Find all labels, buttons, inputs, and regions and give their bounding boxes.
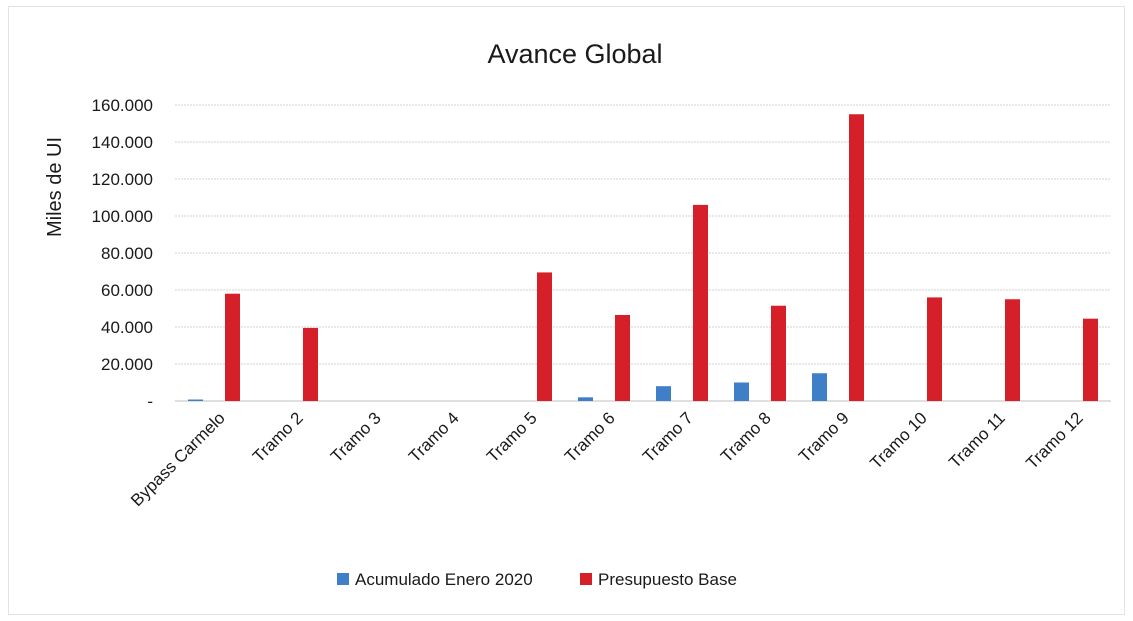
bar-presupuesto — [1005, 299, 1020, 401]
bar-acumulado — [578, 397, 593, 401]
bar-acumulado — [188, 399, 203, 401]
bar-acumulado — [734, 382, 749, 401]
y-tick-label: - — [147, 392, 153, 411]
bar-presupuesto — [927, 297, 942, 401]
bar-presupuesto — [771, 305, 786, 401]
bar-acumulado — [812, 373, 827, 401]
legend-swatch — [337, 573, 349, 585]
y-tick-label: 120.000 — [92, 170, 153, 189]
x-tick-label: Tramo 3 — [327, 408, 385, 466]
chart-svg: Avance Global Miles de UI - 20.000 40.000 6… — [44, 39, 1111, 589]
bar-presupuesto — [693, 204, 708, 401]
bar-presupuesto — [225, 293, 240, 401]
x-tick-label: Tramo 11 — [945, 408, 1009, 472]
chart-frame: Avance Global Miles de UI - 20.000 40.000 6… — [8, 6, 1125, 615]
bar-presupuesto — [1083, 318, 1098, 401]
chart-title: Avance Global — [487, 39, 662, 69]
bars — [188, 114, 1098, 401]
y-tick-label: 40.000 — [101, 318, 153, 337]
bar-presupuesto — [615, 314, 630, 401]
x-tick-label: Tramo 9 — [795, 408, 853, 466]
y-tick-label: 100.000 — [92, 207, 153, 226]
gridlines — [175, 104, 1111, 402]
bar-presupuesto — [537, 272, 552, 401]
y-tick-label: 60.000 — [101, 281, 153, 300]
x-tick-label: Tramo 10 — [866, 408, 930, 472]
y-tick-label: 160.000 — [92, 96, 153, 115]
x-tick-label: Tramo 8 — [717, 408, 775, 466]
bar-acumulado — [656, 386, 671, 401]
legend-swatch — [580, 573, 592, 585]
legend-label: Presupuesto Base — [598, 570, 737, 589]
x-tick-label: Tramo 6 — [561, 408, 619, 466]
y-tick-label: 20.000 — [101, 355, 153, 374]
legend: Acumulado Enero 2020 Presupuesto Base — [337, 570, 737, 589]
y-tick-label: 140.000 — [92, 133, 153, 152]
x-axis-ticks: Bypass Carmelo Tramo 2 Tramo 3 Tramo 4 Tramo… — [127, 408, 1087, 510]
x-tick-label: Tramo 4 — [405, 408, 463, 466]
x-tick-label: Tramo 7 — [639, 408, 697, 466]
y-tick-label: 80.000 — [101, 244, 153, 263]
bar-presupuesto — [849, 114, 864, 401]
bar-presupuesto — [303, 327, 318, 401]
x-tick-label: Bypass Carmelo — [127, 408, 229, 510]
x-tick-label: Tramo 5 — [483, 408, 541, 466]
x-tick-label: Tramo 2 — [249, 408, 307, 466]
y-axis-ticks: - 20.000 40.000 60.000 80.000 100.000 120.000 1… — [92, 96, 153, 411]
y-axis-label: Miles de UI — [44, 137, 66, 237]
legend-label: Acumulado Enero 2020 — [355, 570, 533, 589]
x-tick-label: Tramo 12 — [1022, 408, 1086, 472]
